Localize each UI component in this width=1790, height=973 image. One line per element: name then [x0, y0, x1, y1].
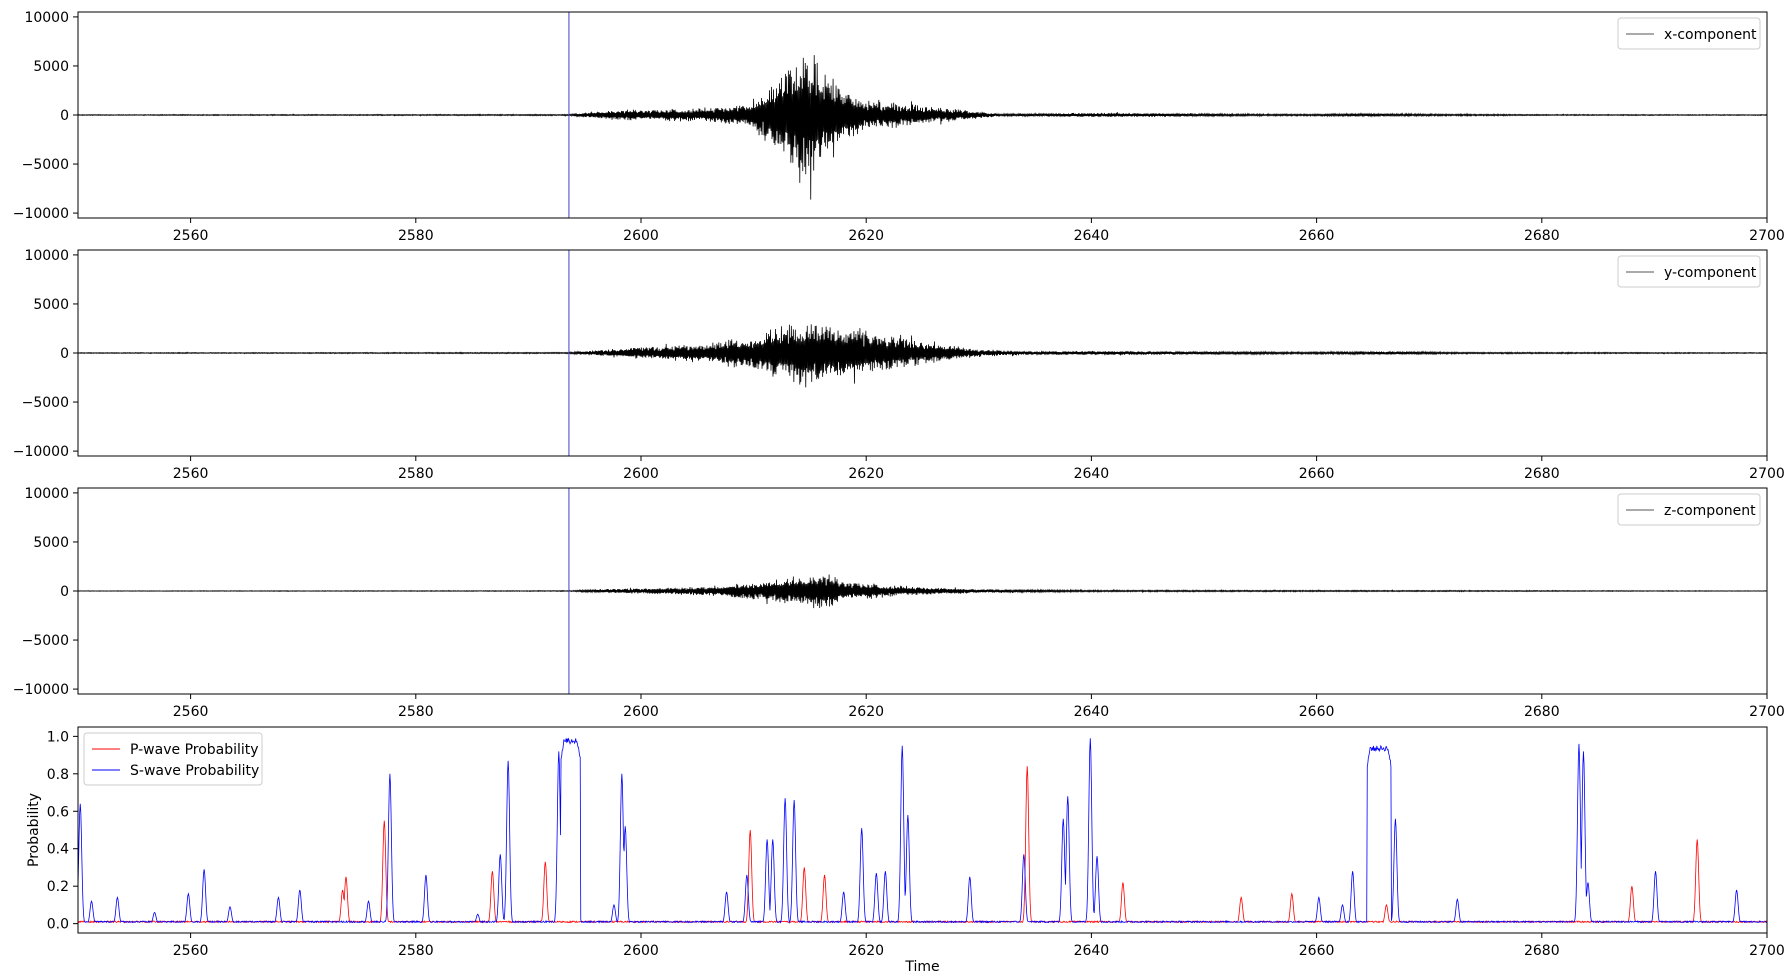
x-tick-label: 2560 [173, 466, 209, 482]
legend-label: z-component [1664, 503, 1756, 519]
trace-line [78, 574, 1767, 609]
x-tick-label: 2620 [848, 943, 884, 959]
y-tick-label: −5000 [22, 633, 69, 649]
x-tick-label: 2700 [1749, 704, 1785, 720]
y-tick-label: −5000 [22, 157, 69, 173]
legend: z-component [1617, 493, 1761, 526]
y-tick-label: 0.2 [47, 879, 69, 895]
y-tick-label: 0.0 [47, 917, 69, 933]
trace-line [78, 55, 1767, 200]
plot-area [78, 737, 1767, 925]
x-tick-label: 2640 [1074, 228, 1110, 244]
y-tick-label: 5000 [33, 59, 69, 75]
y-tick-label: 0 [60, 584, 69, 600]
y-tick-label: −10000 [13, 682, 69, 698]
x-tick-label: 2640 [1074, 466, 1110, 482]
legend-label: x-component [1664, 27, 1757, 43]
x-tick-label: 2560 [173, 228, 209, 244]
axes-frame [77, 726, 1768, 934]
y-axis-label: Probability [26, 793, 42, 867]
z-component-panel: 2560 2580 2600 2620 2640 2660 2680 2700 −10000 −5… [13, 486, 1785, 720]
x-tick-label: 2580 [398, 466, 434, 482]
x-tick-label: 2580 [398, 228, 434, 244]
x-tick-label: 2700 [1749, 466, 1785, 482]
legend-label: S-wave Probability [130, 763, 259, 779]
plot-area [78, 12, 1767, 218]
x-tick-label: 2700 [1749, 228, 1785, 244]
plot-area [78, 250, 1767, 456]
y-tick-label: 0.6 [47, 804, 69, 820]
x-tick-label: 2660 [1299, 228, 1335, 244]
y-tick-label: 0 [60, 346, 69, 362]
y-tick-label: 5000 [33, 297, 69, 313]
legend-box [1617, 17, 1761, 50]
legend-label: y-component [1664, 265, 1757, 281]
x-tick-label: 2680 [1524, 943, 1560, 959]
y-tick-label: 10000 [24, 486, 69, 502]
x-tick-label: 2660 [1299, 466, 1335, 482]
x-tick-label: 2580 [398, 943, 434, 959]
y-tick-label: 5000 [33, 535, 69, 551]
x-tick-label: 2580 [398, 704, 434, 720]
x-tick-label: 2680 [1524, 466, 1560, 482]
probability-panel: 2560 2580 2600 2620 2640 2660 2680 2700 0.0 0.2 0.… [26, 726, 1785, 973]
y-tick-label: 0.4 [47, 842, 69, 858]
x-tick-label: 2680 [1524, 228, 1560, 244]
x-tick-label: 2640 [1074, 943, 1110, 959]
x-tick-label: 2560 [173, 704, 209, 720]
x-tick-label: 2600 [623, 228, 659, 244]
x-tick-label: 2680 [1524, 704, 1560, 720]
trace-line [78, 324, 1767, 388]
legend-box [1617, 493, 1761, 526]
x-tick-label: 2620 [848, 704, 884, 720]
legend-box [83, 732, 263, 786]
legend: P-wave Probability S-wave Probability [83, 732, 263, 786]
y-tick-label: 0.8 [47, 767, 69, 783]
legend: x-component [1617, 17, 1761, 50]
x-tick-label: 2600 [623, 466, 659, 482]
x-tick-label: 2620 [848, 466, 884, 482]
x-tick-label: 2560 [173, 943, 209, 959]
y-tick-label: 10000 [24, 10, 69, 26]
x-axis-label: Time [904, 959, 939, 973]
x-component-panel: 2560 2580 2600 2620 2640 2660 2680 2700 −10000 −5… [13, 10, 1785, 244]
legend: y-component [1617, 255, 1761, 288]
legend-box [1617, 255, 1761, 288]
y-tick-label: −10000 [13, 444, 69, 460]
y-tick-label: 1.0 [47, 729, 69, 745]
y-tick-label: −10000 [13, 206, 69, 222]
x-tick-label: 2620 [848, 228, 884, 244]
y-component-panel: 2560 2580 2600 2620 2640 2660 2680 2700 −10000 −5… [13, 248, 1785, 482]
legend-label: P-wave Probability [130, 742, 259, 758]
x-tick-label: 2600 [623, 704, 659, 720]
y-tick-label: 10000 [24, 248, 69, 264]
x-tick-label: 2700 [1749, 943, 1785, 959]
x-tick-label: 2600 [623, 943, 659, 959]
s-wave-probability-line [78, 737, 1767, 925]
plot-area [78, 488, 1767, 694]
y-tick-label: −5000 [22, 395, 69, 411]
x-tick-label: 2660 [1299, 943, 1335, 959]
x-tick-label: 2660 [1299, 704, 1335, 720]
y-tick-label: 0 [60, 108, 69, 124]
x-tick-label: 2640 [1074, 704, 1110, 720]
